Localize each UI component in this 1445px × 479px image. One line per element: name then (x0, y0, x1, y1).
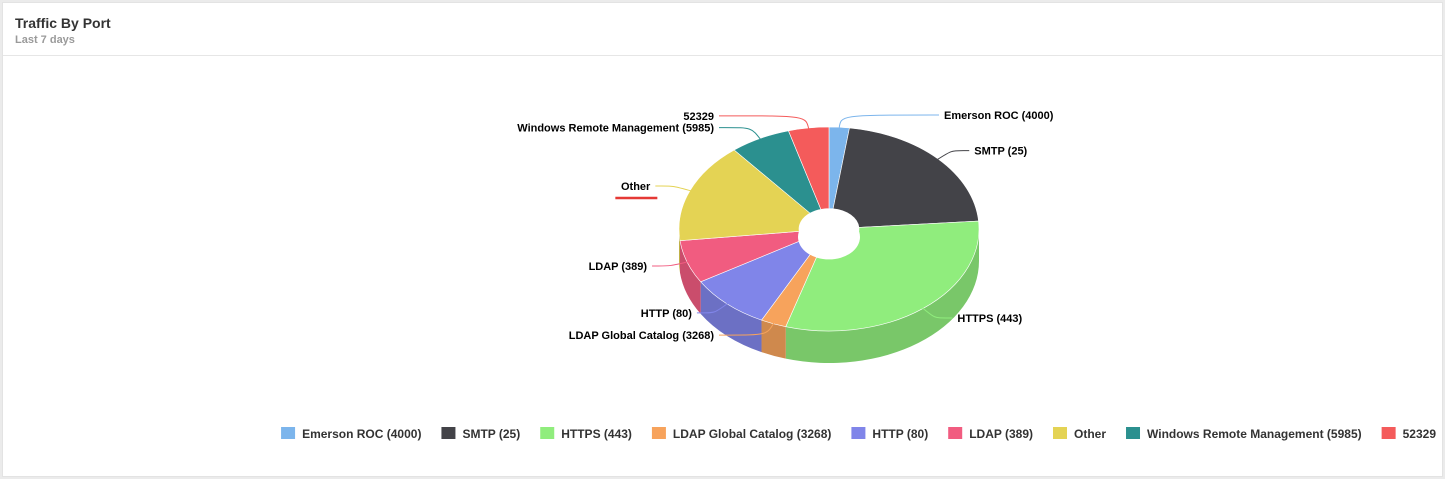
legend-item-https-443[interactable]: HTTPS (443) (540, 427, 632, 441)
connector-emerson-roc-4000 (838, 114, 939, 129)
slice-label-other: Other (621, 181, 651, 193)
connector-ldap-global-catalog-3268 (719, 322, 775, 336)
slice-side-https-443 (785, 229, 980, 364)
connector-http-80 (696, 302, 729, 314)
connector-52329 (719, 115, 810, 130)
legend-label: Emerson ROC (4000) (302, 427, 421, 441)
legend-swatch (441, 427, 456, 439)
legend-label: SMTP (25) (462, 427, 520, 441)
connector-other (655, 185, 693, 192)
legend-swatch (540, 427, 555, 439)
legend-label: LDAP (389) (969, 427, 1033, 441)
legend-item-smtp-25[interactable]: SMTP (25) (441, 427, 520, 441)
slice-label-http-80: HTTP (80) (641, 308, 692, 320)
legend-swatch (948, 427, 963, 439)
card-subtitle: Last 7 days (15, 34, 75, 46)
legend-item-other[interactable]: Other (1053, 427, 1106, 441)
pie-labels: Emerson ROC (4000) SMTP (25) HTTPS (443) LD… (517, 110, 1053, 342)
connector-https-443 (921, 306, 953, 319)
legend-item-ldap-global-catalog-3268[interactable]: LDAP Global Catalog (3268) (651, 427, 831, 441)
connector-smtp-25 (936, 150, 970, 161)
slice-label-https-443: HTTPS (443) (957, 313, 1022, 325)
card-header: Traffic By Port Last 7 days (3, 3, 1442, 56)
connector-ldap-389 (652, 261, 690, 267)
slice-label-windows-remote-management-5985: Windows Remote Management (5985) (517, 123, 714, 135)
slice-label-52329: 52329 (683, 111, 714, 123)
slice-label-smtp-25: SMTP (25) (974, 146, 1027, 158)
slice-label-emerson-roc-4000: Emerson ROC (4000) (944, 110, 1054, 122)
legend-item-windows-remote-management-5985[interactable]: Windows Remote Management (5985) (1126, 427, 1362, 441)
pie-top (678, 126, 980, 332)
legend-label: 52329 (1403, 427, 1437, 441)
legend-item-52329[interactable]: 52329 (1381, 427, 1437, 441)
connector-windows-remote-management-5985 (719, 127, 762, 140)
chart-legend: Emerson ROC (4000) SMTP (25) HTTPS (443) LD… (281, 427, 1436, 441)
legend-swatch (851, 427, 866, 439)
slice-smtp-25[interactable] (832, 127, 979, 228)
legend-label: Other (1074, 427, 1106, 441)
legend-swatch (1381, 427, 1396, 439)
slice-label-ldap-global-catalog-3268: LDAP Global Catalog (3268) (569, 330, 715, 342)
legend-label: HTTPS (443) (561, 427, 632, 441)
legend-item-http-80[interactable]: HTTP (80) (851, 427, 928, 441)
slice-52329[interactable] (788, 126, 830, 210)
slice-other[interactable] (678, 149, 811, 242)
legend-label: HTTP (80) (872, 427, 928, 441)
legend-label: Windows Remote Management (5985) (1147, 427, 1362, 441)
legend-item-emerson-roc-4000[interactable]: Emerson ROC (4000) (281, 427, 421, 441)
legend-item-ldap-389[interactable]: LDAP (389) (948, 427, 1033, 441)
legend-label: LDAP Global Catalog (3268) (673, 427, 831, 441)
legend-swatch (1053, 427, 1067, 439)
slice-side-ldap-global-catalog-3268 (761, 320, 786, 359)
legend-swatch (651, 427, 666, 439)
legend-swatch (281, 427, 296, 439)
slice-label-ldap-389: LDAP (389) (589, 261, 648, 273)
legend-swatch (1126, 427, 1141, 439)
card-title: Traffic By Port (15, 15, 111, 31)
donut-hole (798, 214, 860, 260)
slice-side-ldap-389 (679, 240, 701, 314)
